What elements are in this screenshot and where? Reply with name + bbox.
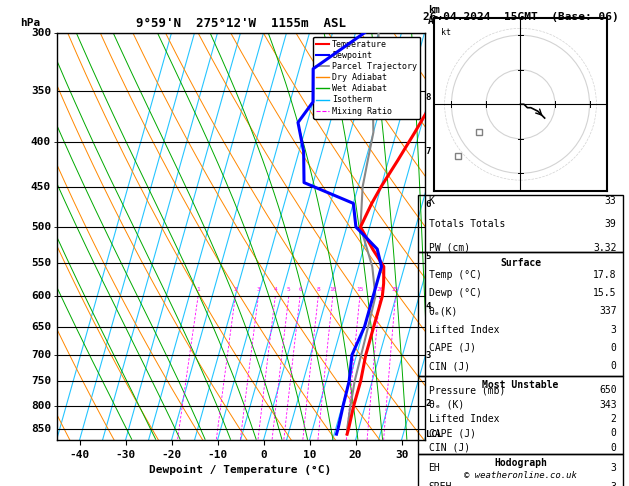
- Text: kt: kt: [441, 28, 451, 37]
- Text: 350: 350: [31, 86, 51, 96]
- Text: 15.5: 15.5: [593, 288, 616, 298]
- Text: CAPE (J): CAPE (J): [428, 428, 476, 438]
- Text: 15: 15: [356, 287, 364, 293]
- Text: 337: 337: [599, 306, 616, 316]
- Text: Lifted Index: Lifted Index: [428, 414, 499, 424]
- Text: θₑ(K): θₑ(K): [428, 306, 458, 316]
- Text: 400: 400: [31, 137, 51, 147]
- Text: 7: 7: [426, 147, 431, 156]
- Text: © weatheronline.co.uk: © weatheronline.co.uk: [464, 471, 577, 480]
- Text: 3: 3: [611, 325, 616, 334]
- Text: 550: 550: [31, 258, 51, 268]
- Text: 39: 39: [605, 219, 616, 229]
- Text: CIN (J): CIN (J): [428, 361, 470, 371]
- Text: 3: 3: [426, 351, 431, 360]
- Text: 0: 0: [611, 428, 616, 438]
- Text: 25: 25: [392, 287, 399, 293]
- Text: 3: 3: [257, 287, 260, 293]
- Text: 4: 4: [274, 287, 277, 293]
- Text: CIN (J): CIN (J): [428, 443, 470, 452]
- Text: 2: 2: [611, 414, 616, 424]
- Text: Hodograph: Hodograph: [494, 458, 547, 468]
- Text: Totals Totals: Totals Totals: [428, 219, 505, 229]
- Text: 700: 700: [31, 350, 51, 360]
- Text: 750: 750: [31, 376, 51, 386]
- Text: 5: 5: [426, 252, 431, 260]
- Text: 300: 300: [31, 28, 51, 37]
- Text: 800: 800: [31, 401, 51, 411]
- Text: 3: 3: [611, 482, 616, 486]
- Text: 0: 0: [611, 343, 616, 353]
- Text: 17.8: 17.8: [593, 270, 616, 279]
- Text: 5: 5: [287, 287, 291, 293]
- Text: 6: 6: [298, 287, 302, 293]
- Text: Surface: Surface: [500, 259, 541, 268]
- Text: Dewp (°C): Dewp (°C): [428, 288, 481, 298]
- Text: Lifted Index: Lifted Index: [428, 325, 499, 334]
- Text: 0: 0: [611, 443, 616, 452]
- Text: 2: 2: [233, 287, 237, 293]
- Text: SREH: SREH: [428, 482, 452, 486]
- Text: K: K: [428, 196, 435, 206]
- Text: EH: EH: [428, 463, 440, 473]
- Text: 850: 850: [31, 424, 51, 434]
- Text: 3.32: 3.32: [593, 243, 616, 253]
- Text: Pressure (mb): Pressure (mb): [428, 385, 505, 395]
- Text: 450: 450: [31, 182, 51, 192]
- Text: 650: 650: [599, 385, 616, 395]
- Legend: Temperature, Dewpoint, Parcel Trajectory, Dry Adiabat, Wet Adiabat, Isotherm, Mi: Temperature, Dewpoint, Parcel Trajectory…: [313, 37, 420, 119]
- Text: hPa: hPa: [20, 18, 40, 29]
- Text: 343: 343: [599, 399, 616, 410]
- Text: θₑ (K): θₑ (K): [428, 399, 464, 410]
- Text: 8: 8: [426, 93, 431, 102]
- Text: 650: 650: [31, 322, 51, 332]
- Text: km
ASL: km ASL: [428, 5, 446, 26]
- Text: 600: 600: [31, 291, 51, 301]
- Text: 20: 20: [376, 287, 384, 293]
- Text: 2: 2: [426, 399, 431, 408]
- Text: 0: 0: [611, 361, 616, 371]
- Text: 1: 1: [196, 287, 200, 293]
- Text: LCL: LCL: [426, 430, 442, 439]
- Text: 3: 3: [611, 463, 616, 473]
- Text: 6: 6: [426, 200, 431, 209]
- Text: 500: 500: [31, 222, 51, 232]
- Text: 33: 33: [605, 196, 616, 206]
- Text: 4: 4: [426, 302, 431, 311]
- Text: 8: 8: [316, 287, 320, 293]
- Text: Most Unstable: Most Unstable: [482, 380, 559, 390]
- Text: Temp (°C): Temp (°C): [428, 270, 481, 279]
- Text: CAPE (J): CAPE (J): [428, 343, 476, 353]
- Text: 26.04.2024  15GMT  (Base: 06): 26.04.2024 15GMT (Base: 06): [423, 12, 618, 22]
- Title: 9°59'N  275°12'W  1155m  ASL: 9°59'N 275°12'W 1155m ASL: [136, 17, 345, 30]
- Text: PW (cm): PW (cm): [428, 243, 470, 253]
- Text: 10: 10: [329, 287, 337, 293]
- X-axis label: Dewpoint / Temperature (°C): Dewpoint / Temperature (°C): [150, 465, 331, 475]
